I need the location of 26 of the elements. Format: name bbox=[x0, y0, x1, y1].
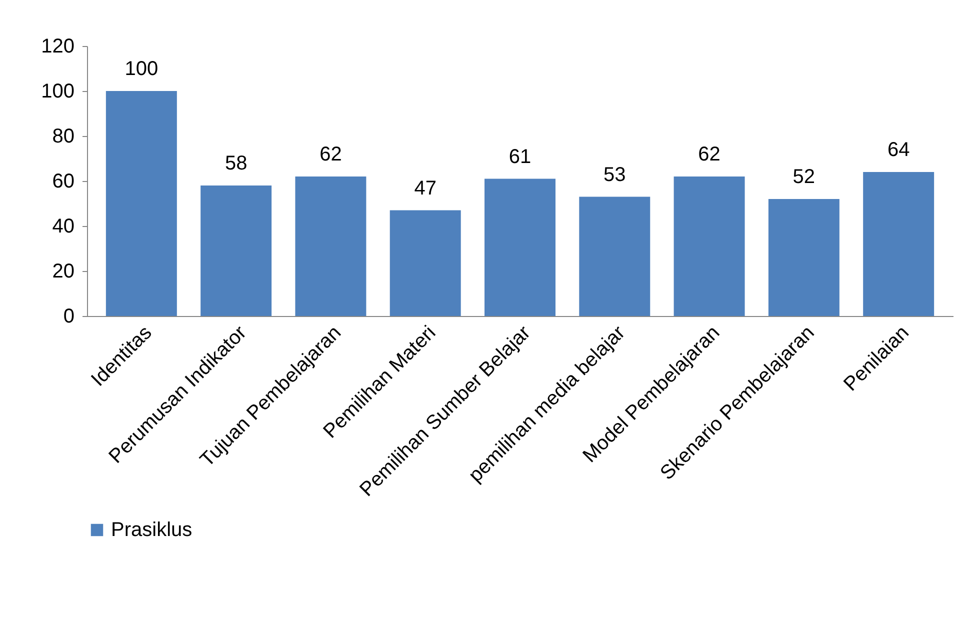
bar bbox=[200, 186, 272, 316]
y-tick-label: 0 bbox=[63, 306, 74, 328]
bar bbox=[863, 172, 934, 316]
y-tick-label: 100 bbox=[41, 80, 74, 102]
data-label: 58 bbox=[224, 152, 248, 174]
data-label: 53 bbox=[604, 164, 626, 186]
y-tick-label: 20 bbox=[52, 260, 74, 282]
data-label: 64 bbox=[887, 139, 910, 161]
data-label: 100 bbox=[124, 58, 158, 80]
data-label: 52 bbox=[792, 166, 816, 188]
y-tick-label: 40 bbox=[52, 216, 74, 238]
legend-label: Prasiklus bbox=[111, 519, 192, 541]
data-label: 62 bbox=[698, 144, 720, 166]
bar bbox=[579, 196, 650, 316]
bar bbox=[768, 199, 840, 316]
bar bbox=[295, 176, 366, 316]
bar bbox=[390, 210, 461, 316]
y-tick-label: 120 bbox=[41, 36, 74, 58]
bar bbox=[674, 176, 745, 316]
data-label: 61 bbox=[508, 146, 532, 168]
bar bbox=[484, 178, 556, 316]
data-label: 62 bbox=[320, 144, 342, 166]
y-tick-label: 80 bbox=[52, 126, 74, 148]
y-tick-label: 60 bbox=[52, 170, 74, 192]
bar bbox=[106, 91, 177, 316]
data-label: 47 bbox=[414, 177, 436, 200]
